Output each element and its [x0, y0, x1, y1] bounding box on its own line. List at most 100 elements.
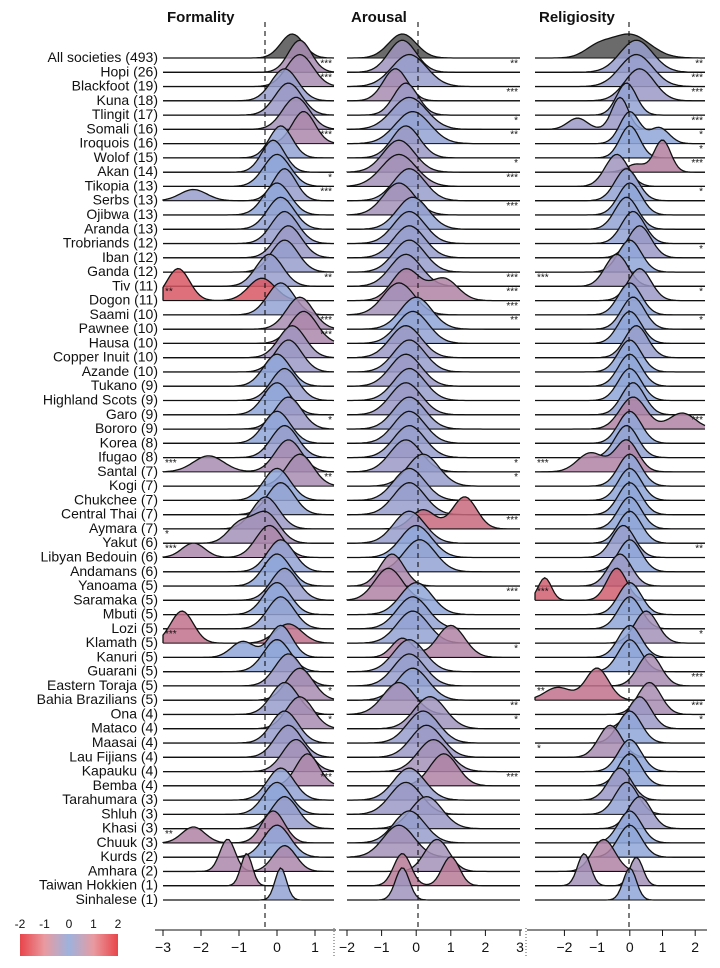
density-fill	[163, 753, 334, 786]
density-fill	[163, 539, 334, 572]
density-line	[162, 810, 334, 844]
row-label: Hopi (26)	[100, 63, 158, 79]
density-fill	[347, 68, 520, 101]
significance-stars: ***	[320, 315, 332, 326]
density-fill	[535, 368, 705, 401]
density-fill	[535, 140, 705, 173]
significance-stars: **	[510, 700, 518, 711]
row-label: Mataco (4)	[91, 720, 158, 736]
row-label: Shluh (3)	[101, 805, 158, 821]
colorbar: -2 -1 0 1 2	[15, 917, 122, 956]
significance-stars: *	[514, 715, 518, 726]
density-fill	[347, 340, 520, 372]
density-fill	[347, 511, 520, 544]
density-fill	[535, 154, 705, 187]
density-fill	[535, 183, 705, 215]
density-fill	[535, 839, 705, 872]
density-fill	[347, 197, 520, 230]
significance-stars: **	[695, 58, 703, 69]
density-fill	[163, 97, 334, 130]
density-fill	[347, 596, 520, 629]
row-label: Andamans (6)	[70, 563, 158, 579]
density-fill	[347, 382, 520, 415]
significance-stars: ***	[320, 772, 332, 783]
row-label: Kapauku (4)	[82, 763, 158, 779]
significance-stars: *	[514, 472, 518, 483]
row-label: Iban (12)	[102, 249, 158, 265]
density-fill	[535, 582, 705, 615]
row-label: Lau Fijians (4)	[69, 748, 158, 764]
row-label: Trobriands (12)	[63, 235, 158, 251]
colorbar-tick-label: 0	[66, 917, 73, 931]
row-label: Bemba (4)	[93, 777, 158, 793]
density-fill	[535, 568, 705, 601]
density-fill	[347, 311, 520, 344]
density-fill	[347, 411, 520, 444]
density-fill	[535, 168, 705, 201]
density-fill	[163, 340, 334, 372]
density-fill	[535, 34, 705, 58]
significance-stars: ***	[691, 415, 703, 426]
significance-stars: ***	[320, 329, 332, 340]
row-label: Azande (10)	[82, 363, 158, 379]
significance-stars: ***	[320, 130, 332, 141]
density-fill	[347, 682, 520, 715]
row-label: Kuna (18)	[97, 92, 158, 108]
row-label: Yanoama (5)	[78, 577, 158, 593]
significance-stars: *	[699, 130, 703, 141]
row-label: Bahia Brazilians (5)	[37, 691, 158, 707]
row-label: Lozi (5)	[111, 620, 158, 636]
density-fill	[347, 696, 520, 729]
density-fill	[163, 853, 334, 886]
significance-stars: *	[514, 115, 518, 126]
row-label: Ojibwa (13)	[86, 206, 158, 222]
density-fill	[535, 125, 705, 158]
row-label: Guarani (5)	[87, 663, 158, 679]
significance-stars: ***	[320, 58, 332, 69]
density-fill	[347, 611, 520, 644]
density-fill	[535, 425, 705, 458]
significance-stars: ***	[506, 172, 518, 183]
density-fill	[347, 254, 520, 287]
density-fill	[347, 325, 520, 358]
x-tick-label: 0	[412, 939, 420, 955]
significance-stars: *	[699, 144, 703, 155]
density-fill	[163, 739, 334, 772]
significance-stars: *	[165, 529, 169, 540]
significance-stars: ***	[506, 301, 518, 312]
panel-arousal: Arousal−2 −1 0 1 2 3*************************…	[339, 9, 524, 955]
x-tick-label: 3	[516, 939, 524, 955]
density-fill	[347, 825, 520, 858]
significance-stars: ***	[165, 543, 177, 554]
significance-stars: ***	[506, 772, 518, 783]
density-fill	[347, 225, 520, 258]
density-fill	[535, 97, 705, 130]
panel-title: Religiosity	[539, 9, 616, 26]
density-fill	[535, 282, 705, 315]
row-label: Klamath (5)	[86, 634, 158, 650]
density-fill	[535, 340, 705, 372]
density-fill	[163, 368, 334, 401]
density-fill	[163, 611, 334, 644]
row-label: Saami (10)	[90, 306, 158, 322]
density-fill	[535, 68, 705, 101]
density-fill	[535, 768, 705, 801]
x-tick-label: −1	[231, 939, 247, 955]
density-fill	[347, 468, 520, 501]
density-fill	[347, 796, 520, 829]
row-labels: All societies (493)Hopi (26)Blackfoot (1…	[37, 49, 158, 907]
significance-stars: *	[514, 458, 518, 469]
row-label: Blackfoot (19)	[72, 78, 158, 94]
significance-stars: *	[514, 158, 518, 169]
density-fill	[535, 197, 705, 230]
density-line	[347, 33, 520, 59]
significance-stars: ***	[537, 586, 549, 597]
density-fill	[347, 482, 520, 515]
density-fill	[347, 739, 520, 772]
panel-title: Formality	[167, 9, 235, 26]
row-label: Bororo (9)	[95, 420, 158, 436]
significance-stars: **	[165, 829, 173, 840]
density-fill	[347, 711, 520, 743]
row-label: Kanuri (5)	[97, 648, 158, 664]
significance-stars: ***	[506, 515, 518, 526]
